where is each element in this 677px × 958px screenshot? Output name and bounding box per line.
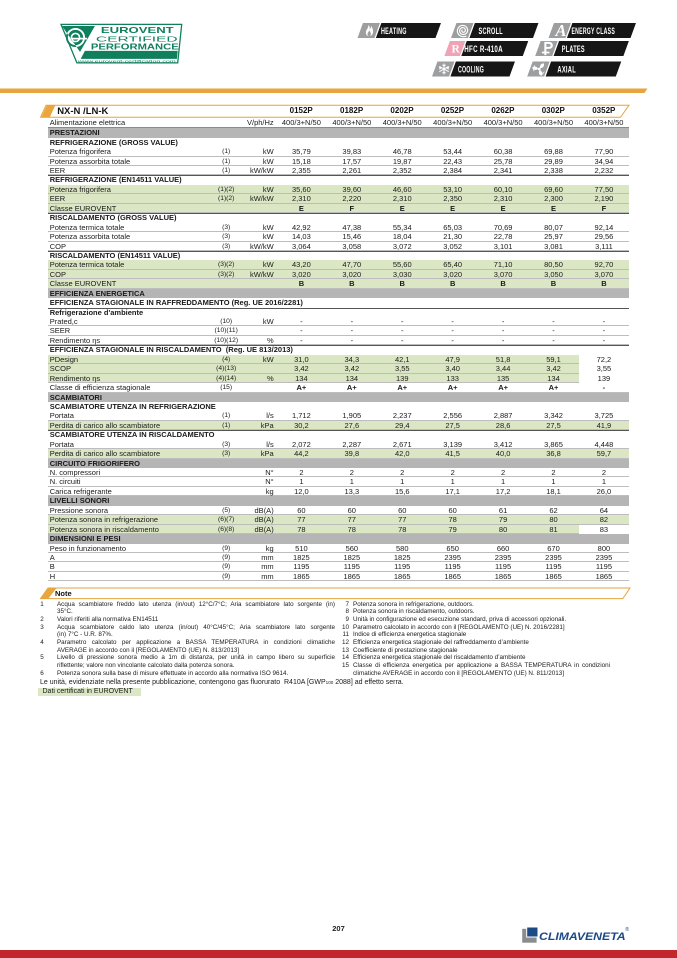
svg-text:PERFORMANCE: PERFORMANCE <box>91 42 179 52</box>
svg-text:www.eurovent-certification.com: www.eurovent-certification.com <box>78 58 177 63</box>
svg-text:PLATES: PLATES <box>562 44 585 54</box>
svg-text:EUROVENT: EUROVENT <box>101 26 174 35</box>
svg-text:CERTIFIED: CERTIFIED <box>96 37 178 44</box>
svg-text:SCROLL: SCROLL <box>479 26 503 36</box>
svg-text:A: A <box>555 21 567 40</box>
svg-text:®: ® <box>625 926 629 933</box>
svg-text:ENERGY CLASS: ENERGY CLASS <box>572 26 616 36</box>
svg-text:COOLING: COOLING <box>458 65 484 75</box>
svg-text:AXIAL: AXIAL <box>557 65 576 75</box>
svg-text:R: R <box>452 44 461 56</box>
svg-text:HEATING: HEATING <box>381 26 407 36</box>
svg-text:HFC R-410A: HFC R-410A <box>464 44 503 54</box>
svg-text:CLIMAVENETA: CLIMAVENETA <box>539 931 626 943</box>
